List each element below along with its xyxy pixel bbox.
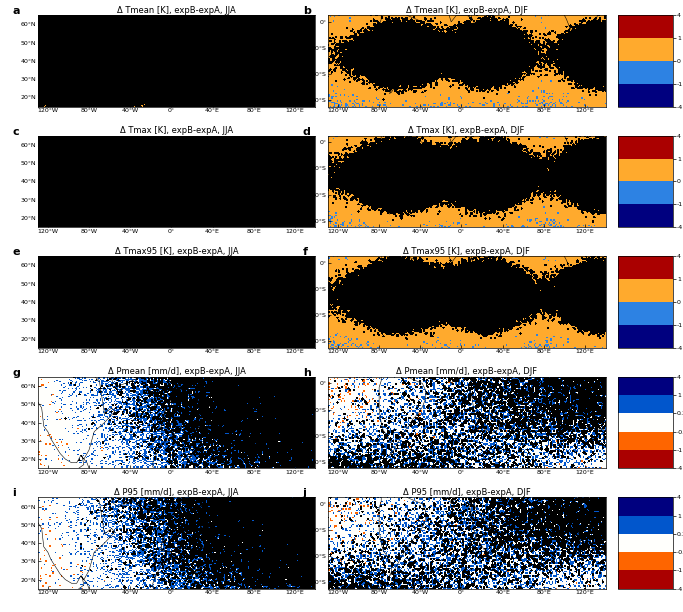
Point xyxy=(456,138,467,147)
Text: a: a xyxy=(12,6,20,16)
Point xyxy=(166,611,177,612)
Point xyxy=(166,250,177,259)
Text: c: c xyxy=(12,127,19,136)
Title: Δ Pmean [mm/d], expB-expA, DJF: Δ Pmean [mm/d], expB-expA, DJF xyxy=(396,367,538,376)
Point xyxy=(166,370,177,380)
Text: e: e xyxy=(12,247,20,257)
Title: Δ P95 [mm/d], expB-expA, JJA: Δ P95 [mm/d], expB-expA, JJA xyxy=(114,488,239,497)
Point xyxy=(456,499,467,509)
Title: Δ Tmax [K], expB-expA, JJA: Δ Tmax [K], expB-expA, JJA xyxy=(120,126,233,135)
Title: Δ Tmax95 [K], expB-expA, DJF: Δ Tmax95 [K], expB-expA, DJF xyxy=(403,247,530,256)
Text: g: g xyxy=(12,368,20,378)
Point xyxy=(166,491,177,501)
Title: Δ Tmean [K], expB-expA, JJA: Δ Tmean [K], expB-expA, JJA xyxy=(117,6,236,15)
Point xyxy=(456,258,467,268)
Text: j: j xyxy=(303,488,307,498)
Text: b: b xyxy=(303,6,311,16)
Text: f: f xyxy=(303,247,307,257)
Title: Δ P95 [mm/d], expB-expA, DJF: Δ P95 [mm/d], expB-expA, DJF xyxy=(403,488,531,497)
Text: h: h xyxy=(303,368,311,378)
Title: Δ Tmax95 [K], expB-expA, JJA: Δ Tmax95 [K], expB-expA, JJA xyxy=(115,247,238,256)
Title: Δ Pmean [mm/d], expB-expA, JJA: Δ Pmean [mm/d], expB-expA, JJA xyxy=(108,367,245,376)
Title: Δ Tmax [K], expB-expA, DJF: Δ Tmax [K], expB-expA, DJF xyxy=(408,126,525,135)
Point xyxy=(456,379,467,389)
Point xyxy=(166,129,177,139)
Title: Δ Tmean [K], expB-expA, DJF: Δ Tmean [K], expB-expA, DJF xyxy=(406,6,528,15)
Text: i: i xyxy=(12,488,16,498)
Text: d: d xyxy=(303,127,311,136)
Point xyxy=(456,17,467,27)
